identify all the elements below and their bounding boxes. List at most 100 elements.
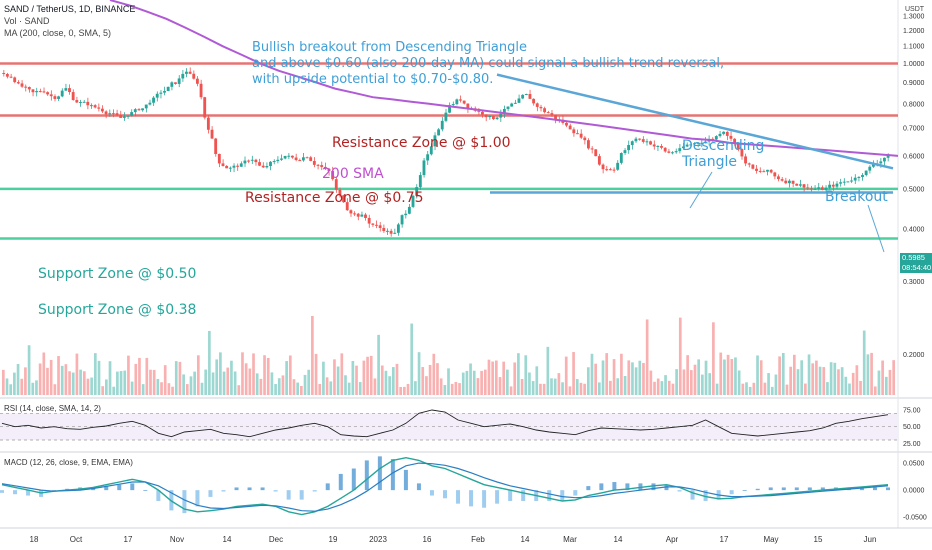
volume-bar: [119, 371, 123, 395]
candle-body: [660, 146, 663, 148]
candle-body: [265, 165, 269, 168]
price-axis-tick: 0.2000: [903, 352, 925, 359]
volume-bar: [410, 323, 414, 395]
volume-bar: [520, 378, 524, 395]
volume-bar: [163, 365, 167, 395]
x-axis-tick: 17: [124, 535, 133, 544]
price-axis-tick: 0.4000: [903, 227, 925, 234]
candle-body: [155, 93, 159, 98]
candle-body: [524, 93, 528, 95]
candle-body: [546, 112, 550, 114]
volume-bar: [752, 382, 756, 395]
macd-line: [1, 456, 889, 516]
price-axis-tick: 1.0000: [903, 61, 925, 68]
volume-bar: [759, 360, 763, 395]
volume-bar: [130, 381, 134, 395]
volume-bar: [185, 384, 189, 395]
volume-bar: [649, 370, 653, 395]
x-axis-tick: Dec: [269, 535, 283, 544]
candle-body: [539, 106, 543, 109]
candle-body: [93, 105, 97, 108]
macd-histogram-bar: [612, 482, 617, 491]
candle-body: [656, 146, 660, 148]
candle-body: [294, 157, 298, 161]
macd-histogram-bar: [221, 490, 226, 492]
volume-bar: [263, 355, 266, 395]
volume-bar: [90, 377, 93, 395]
candle-body: [13, 77, 17, 83]
macd-histogram-bar: [521, 490, 526, 501]
volume-bar: [292, 379, 296, 395]
volume-bar: [851, 372, 855, 395]
candle-body: [597, 156, 601, 165]
candle-body: [100, 108, 104, 112]
x-axis-tick: May: [763, 535, 778, 544]
breakout-arrow: [867, 204, 885, 253]
volume-bar: [219, 352, 222, 395]
candle-body: [5, 74, 9, 77]
macd-histogram-bar: [325, 483, 330, 491]
volume-bar: [763, 382, 767, 395]
candle-body: [813, 188, 817, 190]
x-axis-tick: Feb: [471, 535, 485, 544]
candle-body: [86, 101, 90, 106]
candle-body: [320, 165, 324, 167]
macd-histogram-bar: [312, 490, 317, 492]
volume-bar: [859, 380, 862, 395]
candle-body: [608, 169, 612, 171]
volume-bar: [230, 360, 233, 395]
volume-bar: [380, 365, 384, 395]
volume-bar: [244, 363, 248, 395]
volume-bar: [436, 363, 439, 395]
volume-bar: [93, 353, 97, 395]
candle-body: [214, 138, 218, 154]
price-axis-tick: 0.9000: [903, 80, 925, 87]
candle-body: [791, 180, 795, 184]
volume-bar: [546, 346, 550, 395]
volume-bar: [586, 367, 590, 395]
triangle-label-line2: Triangle: [682, 154, 737, 170]
candle-body: [327, 168, 331, 172]
volume-bar: [634, 367, 638, 395]
candle-body: [766, 169, 769, 172]
candle-body: [882, 157, 886, 162]
candle-body: [389, 230, 393, 234]
candle-body: [809, 188, 813, 190]
macd-histogram-bar: [859, 487, 864, 491]
volume-bar: [770, 386, 774, 395]
macd-histogram-bar: [208, 490, 213, 497]
price-axis-tick: 0.7000: [903, 125, 925, 132]
volume-bar: [443, 385, 447, 395]
macd-histogram-bar: [26, 490, 31, 496]
candle-body: [696, 142, 700, 144]
candle-body: [725, 131, 729, 136]
macd-histogram-bar: [625, 483, 630, 491]
volume-bar: [480, 370, 483, 395]
candle-body: [616, 162, 620, 170]
volume-bar: [494, 360, 498, 395]
candle-body: [623, 150, 627, 154]
volume-bar: [307, 369, 311, 395]
volume-bar: [171, 386, 174, 395]
candle-body: [312, 160, 316, 165]
volume-bar: [417, 352, 421, 395]
candle-body: [649, 141, 652, 145]
volume-bar: [377, 334, 380, 395]
candle-body: [356, 213, 360, 217]
volume-bar: [653, 381, 656, 395]
volume-bar: [24, 367, 27, 395]
macd-histogram-bar: [573, 490, 578, 496]
volume-bar: [450, 383, 454, 395]
volume-bar: [138, 357, 141, 395]
candle-body: [210, 129, 214, 139]
candle-body: [195, 78, 199, 84]
volume-bar: [388, 376, 391, 395]
volume-bar: [241, 352, 244, 395]
candle-body: [57, 96, 60, 99]
volume-bar: [476, 378, 480, 395]
volume-bar: [82, 371, 86, 395]
main-annotation-line1: Bullish breakout from Descending Triangl…: [252, 40, 527, 55]
sma-label: 200 SMA: [322, 166, 384, 182]
candle-body: [820, 187, 824, 190]
